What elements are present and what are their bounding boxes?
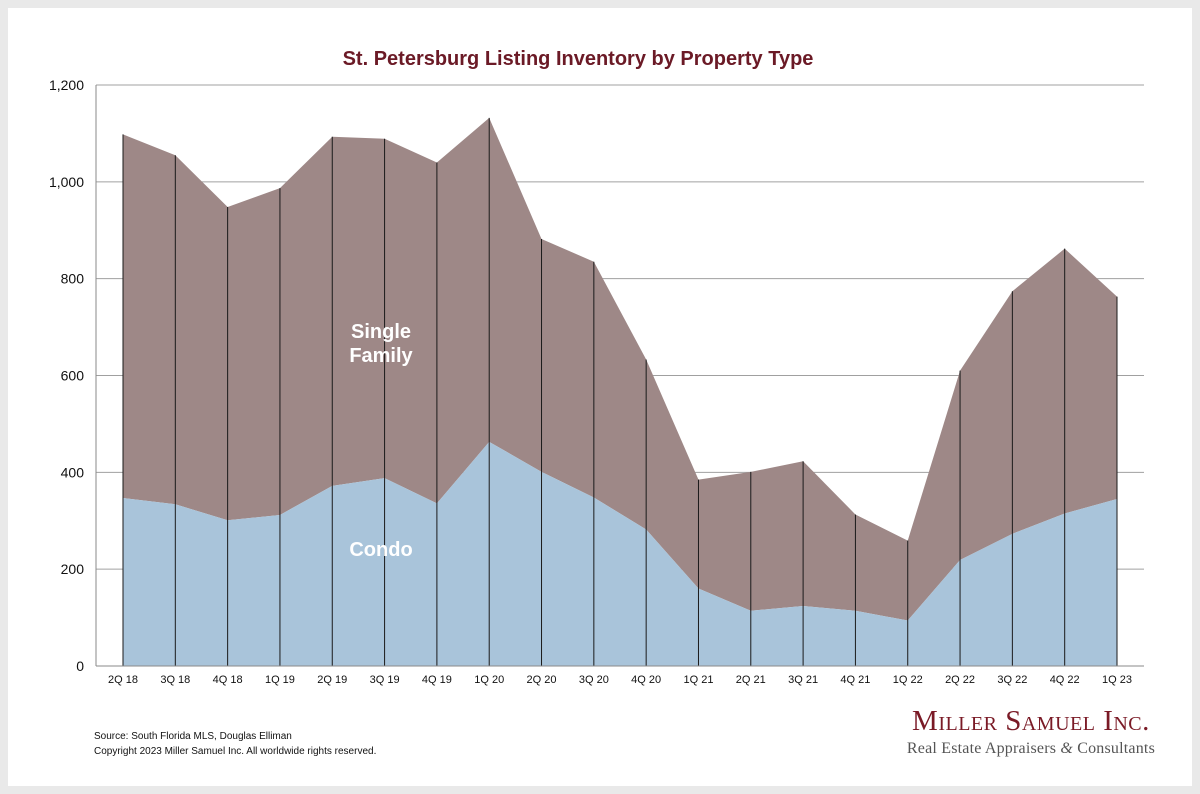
brand-name: Miller Samuel Inc. <box>912 705 1150 737</box>
footer-notes: Source: South Florida MLS, Douglas Ellim… <box>94 729 376 759</box>
area-condo <box>123 441 1117 666</box>
x-tick-label: 2Q 20 <box>527 674 557 686</box>
x-tick-label: 4Q 21 <box>840 674 870 686</box>
y-tick-label: 0 <box>76 658 84 674</box>
y-tick-label: 1,000 <box>49 174 84 190</box>
x-tick-label: 4Q 20 <box>631 674 661 686</box>
y-tick-label: 600 <box>61 368 85 384</box>
chart-title: St. Petersburg Listing Inventory by Prop… <box>342 48 814 70</box>
x-tick-label: 1Q 19 <box>265 674 295 686</box>
y-tick-label: 400 <box>61 464 85 480</box>
x-tick-label: 1Q 20 <box>474 674 504 686</box>
x-tick-label: 2Q 22 <box>945 674 975 686</box>
x-tick-label: 2Q 21 <box>736 674 766 686</box>
copyright-note: Copyright 2023 Miller Samuel Inc. All wo… <box>94 746 377 757</box>
x-tick-label: 4Q 18 <box>213 674 243 686</box>
area-single-family <box>123 117 1117 621</box>
x-tick-label: 3Q 20 <box>579 674 609 686</box>
x-tick-label: 2Q 18 <box>108 674 138 686</box>
x-tick-label: 3Q 22 <box>997 674 1027 686</box>
y-tick-label: 800 <box>61 271 85 287</box>
brand-tagline-part-b: Consultants <box>1077 740 1155 757</box>
x-tick-label: 3Q 19 <box>370 674 400 686</box>
area-label-single-family: Family <box>349 345 413 367</box>
brand-tagline: Real Estate Appraisers & Consultants <box>907 740 1155 758</box>
x-tick-label: 1Q 23 <box>1102 674 1132 686</box>
area-label-condo: Condo <box>349 539 412 561</box>
x-tick-label: 4Q 22 <box>1050 674 1080 686</box>
x-tick-label: 3Q 21 <box>788 674 818 686</box>
x-tick-label: 1Q 21 <box>683 674 713 686</box>
x-tick-label: 3Q 18 <box>160 674 190 686</box>
y-tick-label: 1,200 <box>49 77 84 93</box>
x-tick-label: 1Q 22 <box>893 674 923 686</box>
brand-tagline-part-a: Real Estate Appraisers <box>906 740 1057 757</box>
x-tick-label: 4Q 19 <box>422 674 452 686</box>
company-logo: Miller Samuel Inc. Real Estate Appraiser… <box>907 706 1155 758</box>
x-tick-label: 2Q 19 <box>317 674 347 686</box>
brand-tagline-ampersand: & <box>1060 740 1074 757</box>
area-label-single-family: Single <box>351 321 411 343</box>
y-tick-label: 200 <box>61 561 85 577</box>
source-note: Source: South Florida MLS, Douglas Ellim… <box>94 731 292 742</box>
